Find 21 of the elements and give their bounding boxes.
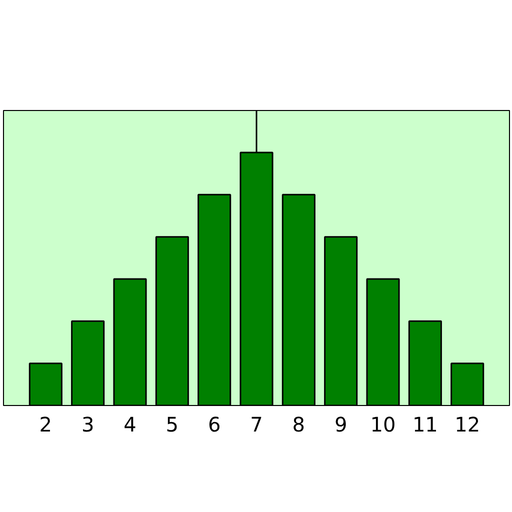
bar [408, 320, 442, 406]
x-tick-label: 8 [292, 412, 306, 436]
x-tick-label: 6 [208, 412, 221, 436]
x-tick-label: 11 [412, 412, 438, 436]
bar [71, 320, 105, 406]
bar [324, 236, 358, 406]
bar [450, 362, 484, 406]
bar [282, 194, 316, 406]
bar [198, 194, 232, 406]
x-tick-label: 5 [166, 412, 179, 436]
bar [155, 236, 189, 406]
x-tick-label: 12 [454, 412, 480, 436]
x-tick-label: 2 [39, 412, 52, 436]
x-tick-label: 9 [334, 412, 348, 436]
bar [113, 278, 147, 406]
bar [28, 362, 62, 406]
x-tick-label: 4 [124, 412, 136, 436]
x-tick-label: 7 [250, 412, 263, 436]
x-tick-label: 10 [370, 412, 396, 436]
x-tick-label: 3 [81, 412, 94, 436]
bar [366, 278, 400, 406]
